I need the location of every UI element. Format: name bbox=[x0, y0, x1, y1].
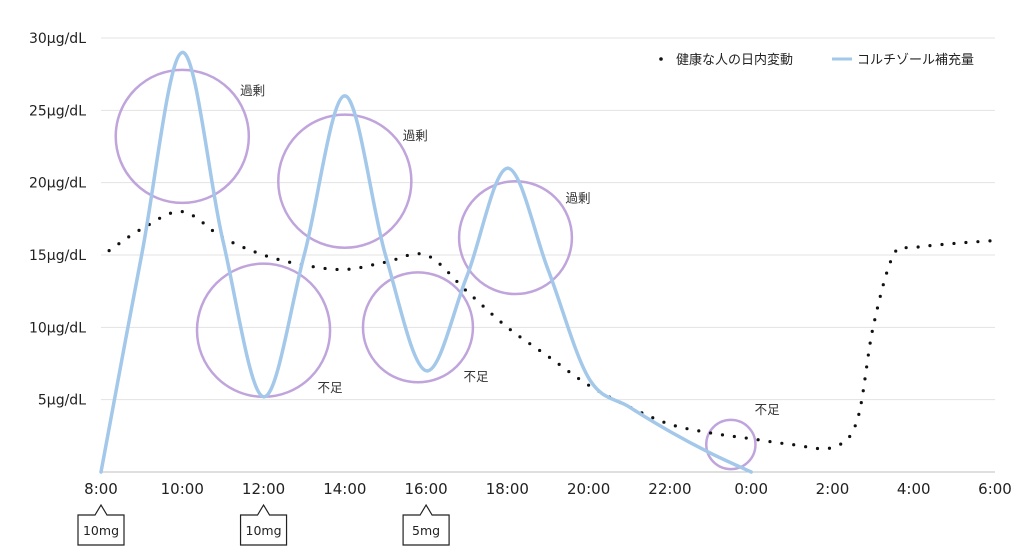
x-tick-label: 0:00 bbox=[734, 480, 768, 498]
annotation-label: 過剰 bbox=[403, 128, 428, 143]
dose-label: 5mg bbox=[412, 523, 440, 538]
dose-callout-box bbox=[77, 503, 125, 546]
annotation-label: 過剰 bbox=[240, 83, 265, 98]
dose-label: 10mg bbox=[246, 523, 282, 538]
x-tick-label: 10:00 bbox=[161, 480, 204, 498]
x-tick-label: 22:00 bbox=[648, 480, 691, 498]
legend-dot-marker bbox=[659, 57, 663, 61]
dose-callout-box bbox=[239, 503, 288, 546]
x-axis-ticks: 8:00 10:00 12:00 14:00 16:00 18:00 20:00 22:00 0… bbox=[84, 480, 1012, 498]
dose-markers: 10mg 10mg 5mg bbox=[77, 503, 450, 546]
annotation-circle bbox=[195, 262, 332, 399]
annotation-circles bbox=[114, 68, 757, 471]
x-tick-label: 12:00 bbox=[242, 480, 285, 498]
y-axis-ticks: 5μg/dL 10μg/dL 15μg/dL 20μg/dL 25μg/dL 30μg/d… bbox=[29, 31, 86, 409]
y-tick-label: 30μg/dL bbox=[29, 31, 86, 47]
annotation-circle bbox=[361, 271, 475, 384]
series-line-cortisol bbox=[99, 50, 753, 474]
y-tick-label: 10μg/dL bbox=[29, 320, 86, 336]
annotation-circle bbox=[705, 418, 757, 471]
x-tick-label: 8:00 bbox=[84, 480, 118, 498]
annotation-circle bbox=[457, 179, 574, 296]
annotation-label: 不足 bbox=[317, 380, 343, 395]
legend-label-cortisol: コルチゾール補充量 bbox=[857, 52, 974, 68]
y-tick-label: 20μg/dL bbox=[29, 176, 86, 192]
dose-label: 10mg bbox=[83, 523, 119, 538]
annotation-circle bbox=[277, 113, 413, 250]
x-tick-label: 6:00 bbox=[978, 480, 1012, 498]
legend: 健康な人の日内変動 コルチゾール補充量 bbox=[659, 52, 974, 68]
annotation-label: 不足 bbox=[464, 369, 490, 384]
x-tick-label: 18:00 bbox=[486, 480, 529, 498]
data-series bbox=[99, 50, 997, 474]
dose-callout-box bbox=[402, 503, 450, 546]
grid-lines bbox=[101, 37, 995, 473]
x-tick-label: 2:00 bbox=[816, 480, 850, 498]
y-tick-label: 25μg/dL bbox=[29, 103, 86, 119]
y-tick-label: 15μg/dL bbox=[29, 248, 86, 264]
x-tick-label: 20:00 bbox=[567, 480, 610, 498]
annotation-label: 過剰 bbox=[565, 191, 590, 206]
x-tick-label: 14:00 bbox=[323, 480, 366, 498]
x-tick-label: 4:00 bbox=[897, 480, 931, 498]
annotation-circle bbox=[114, 68, 251, 205]
legend-label-healthy: 健康な人の日内変動 bbox=[676, 52, 793, 68]
y-tick-label: 5μg/dL bbox=[38, 393, 86, 409]
annotation-label: 不足 bbox=[755, 402, 781, 417]
x-tick-label: 16:00 bbox=[404, 480, 447, 498]
